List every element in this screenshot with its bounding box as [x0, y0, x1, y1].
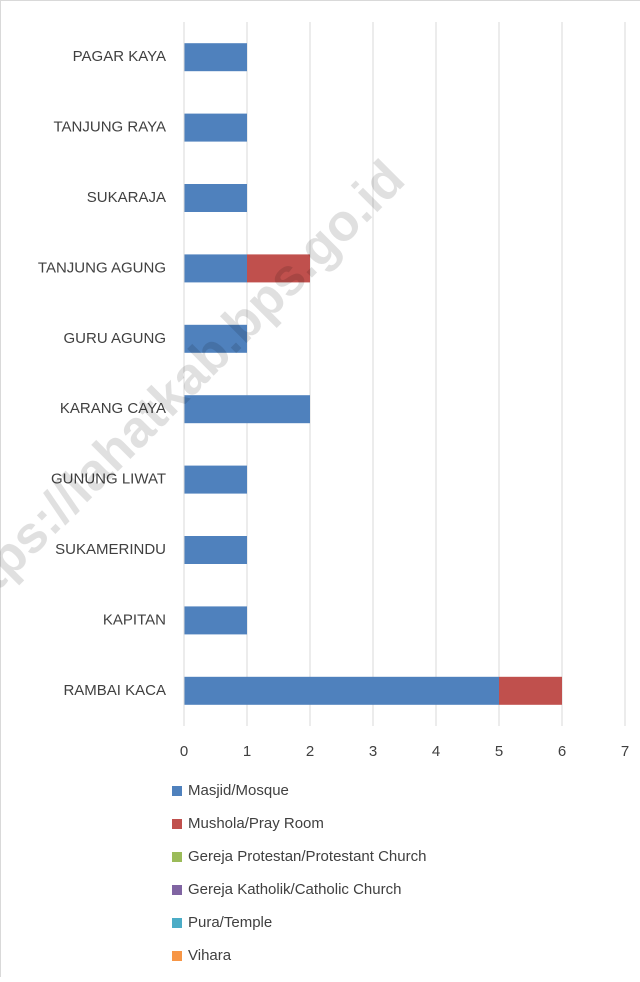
y-tick-label: RAMBAI KACA	[63, 682, 166, 699]
bar	[184, 466, 247, 494]
y-tick-label: KAPITAN	[103, 611, 166, 628]
bar	[184, 536, 247, 564]
legend-swatch	[172, 885, 182, 895]
y-tick-label: SUKAMERINDU	[55, 541, 166, 558]
bar	[184, 184, 247, 212]
x-tick-label: 3	[369, 743, 377, 760]
x-tick-label: 5	[495, 743, 503, 760]
bar	[184, 677, 499, 705]
bar	[184, 114, 247, 142]
legend-swatch	[172, 918, 182, 928]
legend-label: Gereja Katholik/Catholic Church	[188, 881, 401, 898]
x-tick-label: 6	[558, 743, 566, 760]
legend-label: Gereja Protestan/Protestant Church	[188, 848, 426, 865]
bar	[184, 43, 247, 71]
x-tick-label: 4	[432, 743, 440, 760]
y-tick-label: TANJUNG RAYA	[53, 119, 166, 136]
legend-swatch	[172, 852, 182, 862]
legend-label: Pura/Temple	[188, 914, 272, 931]
legend-label: Vihara	[188, 947, 232, 964]
legend-swatch	[172, 819, 182, 829]
bar	[184, 254, 247, 282]
bar	[499, 677, 562, 705]
y-tick-label: TANJUNG AGUNG	[38, 259, 166, 276]
legend-label: Masjid/Mosque	[188, 782, 289, 799]
y-tick-label: PAGAR KAYA	[73, 48, 166, 65]
legend-label: Mushola/Pray Room	[188, 815, 324, 832]
bar	[184, 606, 247, 634]
x-tick-label: 0	[180, 743, 188, 760]
y-tick-label: GURU AGUNG	[63, 330, 166, 347]
x-tick-label: 2	[306, 743, 314, 760]
legend-swatch	[172, 951, 182, 961]
x-tick-label: 1	[243, 743, 251, 760]
x-tick-label: 7	[621, 743, 629, 760]
legend-swatch	[172, 786, 182, 796]
y-tick-label: SUKARAJA	[87, 189, 166, 206]
